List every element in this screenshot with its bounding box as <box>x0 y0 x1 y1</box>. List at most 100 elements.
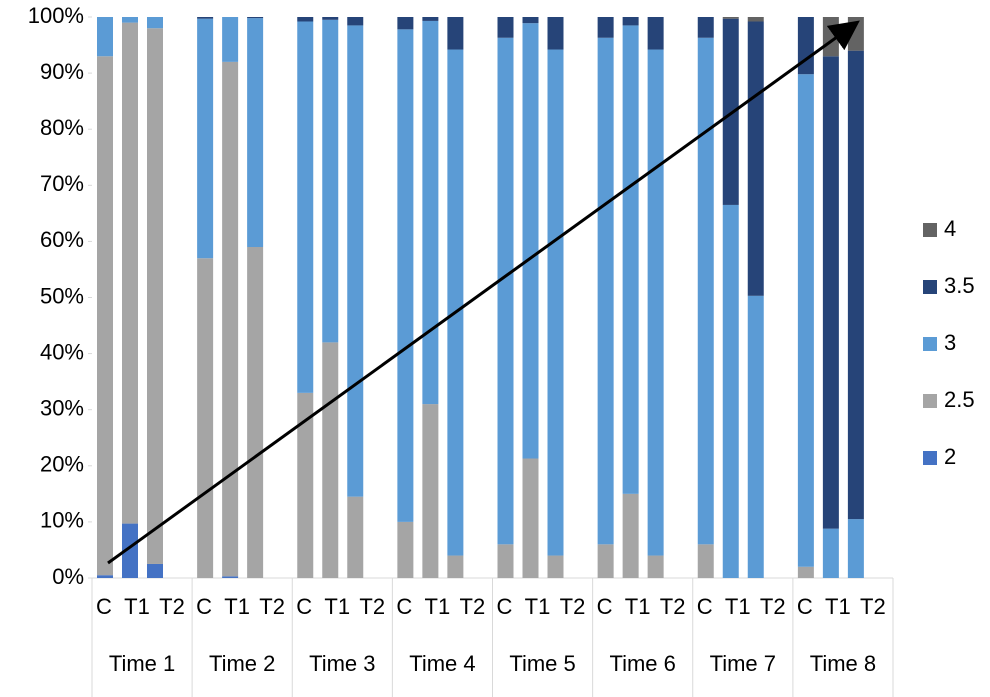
bar-segment <box>797 17 814 75</box>
bar-segment <box>747 21 764 296</box>
bar-segment <box>322 342 339 578</box>
bar-segment <box>722 204 739 578</box>
bar-segment <box>197 18 214 259</box>
bar-segment <box>822 56 839 529</box>
bar-segment <box>222 61 239 577</box>
bar-segment <box>597 544 614 578</box>
bar-segment <box>697 37 714 545</box>
legend-label: 3 <box>944 330 956 355</box>
x-tick-label: T2 <box>760 594 786 619</box>
bar-segment <box>97 17 113 57</box>
bar-segment <box>297 21 314 393</box>
bar-segment <box>297 392 314 578</box>
bar-segment <box>647 17 664 50</box>
x-tick-label: T2 <box>259 594 285 619</box>
bar-segment <box>347 25 364 497</box>
x-tick-label: T2 <box>660 594 686 619</box>
y-tick-label: 30% <box>40 396 84 421</box>
x-tick-label: T1 <box>725 594 751 619</box>
bar-segment <box>822 528 839 578</box>
bar-segment <box>97 575 113 578</box>
legend-swatch <box>923 223 937 237</box>
x-tick-label: C <box>497 594 513 619</box>
bar-segment <box>397 521 414 578</box>
x-tick-label: T1 <box>324 594 350 619</box>
bar-segment <box>397 29 414 522</box>
bar-segment <box>247 18 264 248</box>
x-tick-label: C <box>597 594 613 619</box>
bar-segment <box>522 458 539 578</box>
bar-segment <box>847 50 864 520</box>
legend-swatch <box>923 337 937 351</box>
bar-segment <box>622 493 639 578</box>
bar-segment <box>247 247 264 578</box>
x-tick-label: T2 <box>860 594 886 619</box>
bar-segment <box>147 28 163 564</box>
x-tick-label: T2 <box>560 594 586 619</box>
bar-segment <box>522 23 539 459</box>
bar-segment <box>397 17 414 30</box>
bar-segment <box>797 566 814 578</box>
x-tick-label: T1 <box>425 594 451 619</box>
y-tick-label: 80% <box>40 115 84 140</box>
bar-segment <box>597 17 614 38</box>
bar-segment <box>122 22 138 524</box>
y-tick-label: 10% <box>40 508 84 533</box>
x-tick-label: T2 <box>159 594 185 619</box>
group-label: Time 7 <box>710 651 776 676</box>
x-tick-label: T2 <box>460 594 486 619</box>
bar-segment <box>747 295 764 578</box>
bar-segment <box>847 519 864 578</box>
bar-segment <box>697 17 714 38</box>
bar-segment <box>97 56 113 576</box>
x-tick-label: T1 <box>525 594 551 619</box>
x-tick-label: C <box>296 594 312 619</box>
group-label: Time 4 <box>409 651 475 676</box>
bar-segment <box>297 17 314 22</box>
bar-segment <box>197 258 214 578</box>
bar-segment <box>497 544 514 578</box>
bar-segment <box>847 17 864 51</box>
plot-area: 0% 10% 20% 30% 40% 50% 60% 70% 80% 90% 100% Time 1 C… <box>28 3 975 697</box>
bar-segment <box>447 555 464 578</box>
bar-segment <box>447 49 464 556</box>
y-tick-label: 50% <box>40 283 84 308</box>
bar-segment <box>122 17 138 23</box>
y-tick-label: 100% <box>28 3 84 28</box>
trend-arrow <box>107 20 860 565</box>
x-tick-label: T1 <box>124 594 150 619</box>
x-tick-label: C <box>396 594 412 619</box>
y-tick-label: 40% <box>40 339 84 364</box>
bar-segment <box>222 576 239 578</box>
bar-segment <box>547 555 564 578</box>
legend-label: 3.5 <box>944 273 975 298</box>
x-tick-label: C <box>797 594 813 619</box>
bar-segment <box>547 17 564 50</box>
bar-segment <box>622 17 639 26</box>
bar-segment <box>347 496 364 578</box>
y-tick-label: 90% <box>40 59 84 84</box>
x-tick-label: T1 <box>224 594 250 619</box>
bar-segment <box>547 49 564 556</box>
bar-segment <box>447 17 464 50</box>
x-tick-label: T1 <box>825 594 851 619</box>
legend-label: 4 <box>944 216 956 241</box>
bar-segment <box>497 17 514 38</box>
group-label: Time 8 <box>810 651 876 676</box>
bar-segment <box>147 17 163 29</box>
group-label: Time 2 <box>209 651 275 676</box>
bar-segment <box>647 49 664 556</box>
bar-segment <box>522 17 539 24</box>
bar-segment <box>597 37 614 545</box>
legend-swatch <box>923 280 937 294</box>
bar-segment <box>797 74 814 567</box>
group-label: Time 3 <box>309 651 375 676</box>
bar-segment <box>422 17 439 21</box>
group-label: Time 6 <box>609 651 675 676</box>
x-tick-label: C <box>697 594 713 619</box>
bar-segment <box>497 37 514 545</box>
bar-segment <box>322 19 339 343</box>
bar-segment <box>422 404 439 578</box>
bar-segment <box>147 563 163 578</box>
